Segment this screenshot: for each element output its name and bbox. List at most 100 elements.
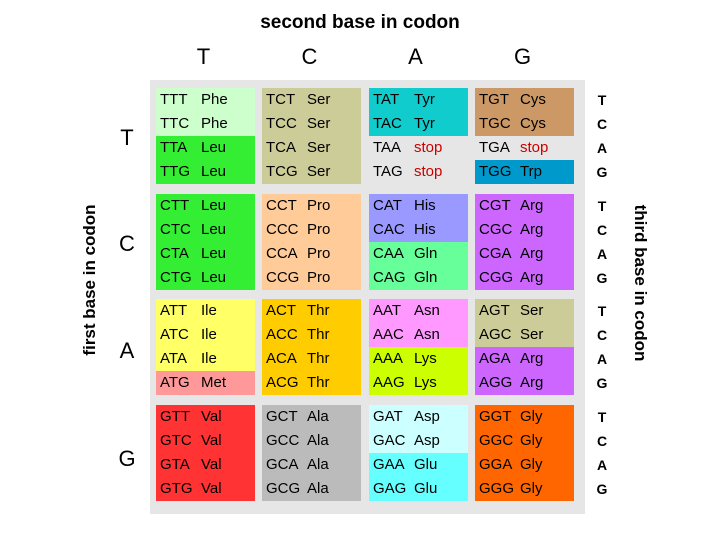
codon-cell: GTT Val: [156, 405, 255, 429]
amino-acid-text: Lys: [414, 350, 437, 367]
codon-block: GTT Val GTC Val GTA Val GTG Val: [156, 405, 255, 501]
amino-acid-text: His: [414, 221, 436, 238]
amino-acid-text: Asp: [414, 408, 440, 425]
codon-text: GCG: [266, 480, 301, 497]
codon-text: GCT: [266, 408, 298, 425]
codon-text: CCG: [266, 269, 300, 286]
codon-cell: ACA Thr: [262, 347, 361, 371]
amino-acid-text: Ile: [201, 302, 217, 319]
codon-text: GAA: [373, 456, 405, 473]
codon-text: TAC: [373, 115, 402, 132]
codon-text: TCT: [266, 91, 296, 108]
codon-cell: AAC Asn: [369, 323, 468, 347]
codon-cell: AAG Lys: [369, 371, 468, 395]
amino-acid-text: Val: [201, 408, 222, 425]
third-base-label: C: [596, 116, 608, 132]
codon-cell: TTC Phe: [156, 112, 255, 136]
codon-text: GTA: [160, 456, 190, 473]
codon-cell: GGG Gly: [475, 477, 574, 501]
codon-cell: CCC Pro: [262, 218, 361, 242]
codon-block: TGT Cys TGC Cys TGA stop TGG Trp: [475, 88, 574, 184]
amino-acid-text: Gly: [520, 432, 543, 449]
codon-cell: GGC Gly: [475, 429, 574, 453]
codon-cell: GCA Ala: [262, 453, 361, 477]
amino-acid-text: Pro: [307, 269, 331, 286]
codon-block: CCT Pro CCC Pro CCA Pro CCG Pro: [262, 194, 361, 290]
amino-acid-text: Asp: [414, 432, 440, 449]
codon-text: AAA: [373, 350, 404, 367]
amino-acid-text: Trp: [520, 163, 542, 180]
third-base-label: C: [596, 433, 608, 449]
codon-text: CCT: [266, 197, 297, 214]
amino-acid-text: Gln: [414, 269, 438, 286]
amino-acid-text: Ser: [307, 91, 331, 108]
amino-acid-text: Glu: [414, 456, 438, 473]
codon-cell: GTA Val: [156, 453, 255, 477]
codon-cell: TAA stop: [369, 136, 468, 160]
codon-cell: CCA Pro: [262, 242, 361, 266]
third-base-label: C: [596, 222, 608, 238]
codon-text: ACA: [266, 350, 297, 367]
codon-text: CTT: [160, 197, 190, 214]
codon-text: GGC: [479, 432, 514, 449]
codon-text: TTG: [160, 163, 190, 180]
codon-text: ACC: [266, 326, 298, 343]
amino-acid-text: Leu: [201, 221, 227, 238]
codon-cell: TGA stop: [475, 136, 574, 160]
codon-text: CAT: [373, 197, 402, 214]
codon-text: ACG: [266, 374, 299, 391]
codon-text: CTG: [160, 269, 192, 286]
amino-acid-text: Lys: [414, 374, 437, 391]
codon-cell: TGT Cys: [475, 88, 574, 112]
codon-cell: CCT Pro: [262, 194, 361, 218]
codon-text: ATG: [160, 374, 190, 391]
codon-block: AGT Ser AGC Ser AGA Arg AGG Arg: [475, 299, 574, 395]
codon-block: ACT Thr ACC Thr ACA Thr ACG Thr: [262, 299, 361, 395]
codon-text: CTA: [160, 245, 189, 262]
second-base-label-c: C: [301, 44, 318, 69]
codon-text: TTC: [160, 115, 190, 132]
codon-cell: TTA Leu: [156, 136, 255, 160]
amino-acid-text: Leu: [201, 245, 227, 262]
codon-cell: GAG Glu: [369, 477, 468, 501]
amino-acid-text: Ile: [201, 326, 217, 343]
third-base-label: T: [597, 198, 607, 214]
amino-acid-text: Thr: [307, 374, 330, 391]
codon-cell: TTT Phe: [156, 88, 255, 112]
amino-acid-text: Ala: [307, 408, 329, 425]
codon-cell: CAC His: [369, 218, 468, 242]
third-base-label: T: [597, 92, 607, 108]
amino-acid-text: Tyr: [414, 115, 435, 132]
codon-text: GCC: [266, 432, 300, 449]
codon-text: AGT: [479, 302, 510, 319]
amino-acid-text: Ala: [307, 480, 329, 497]
codon-cell: AAT Asn: [369, 299, 468, 323]
stop-codon-text: stop: [414, 163, 443, 180]
codon-block: TTT Phe TTC Phe TTA Leu TTG Leu: [156, 88, 255, 184]
amino-acid-text: Ser: [307, 163, 331, 180]
codon-cell: CCG Pro: [262, 266, 361, 290]
codon-cell: AAA Lys: [369, 347, 468, 371]
codon-text: GAC: [373, 432, 406, 449]
amino-acid-text: Thr: [307, 350, 330, 367]
amino-acid-text: Cys: [520, 115, 546, 132]
amino-acid-text: Val: [201, 456, 222, 473]
codon-block: TCT Ser TCC Ser TCA Ser TCG Ser: [262, 88, 361, 184]
amino-acid-text: Ala: [307, 432, 329, 449]
codon-text: GCA: [266, 456, 299, 473]
codon-text: AAG: [373, 374, 405, 391]
codon-text: TCG: [266, 163, 298, 180]
amino-acid-text: Arg: [520, 350, 544, 367]
codon-cell: ATC Ile: [156, 323, 255, 347]
codon-text: CAG: [373, 269, 406, 286]
amino-acid-text: Val: [201, 480, 222, 497]
codon-text: TGC: [479, 115, 511, 132]
codon-cell: ATG Met: [156, 371, 255, 395]
codon-text: CCC: [266, 221, 299, 238]
codon-text: TCC: [266, 115, 297, 132]
codon-text: AAT: [373, 302, 402, 319]
second-base-label-a: A: [408, 44, 423, 69]
amino-acid-text: Thr: [307, 302, 330, 319]
amino-acid-text: His: [414, 197, 436, 214]
codon-cell: GGA Gly: [475, 453, 574, 477]
